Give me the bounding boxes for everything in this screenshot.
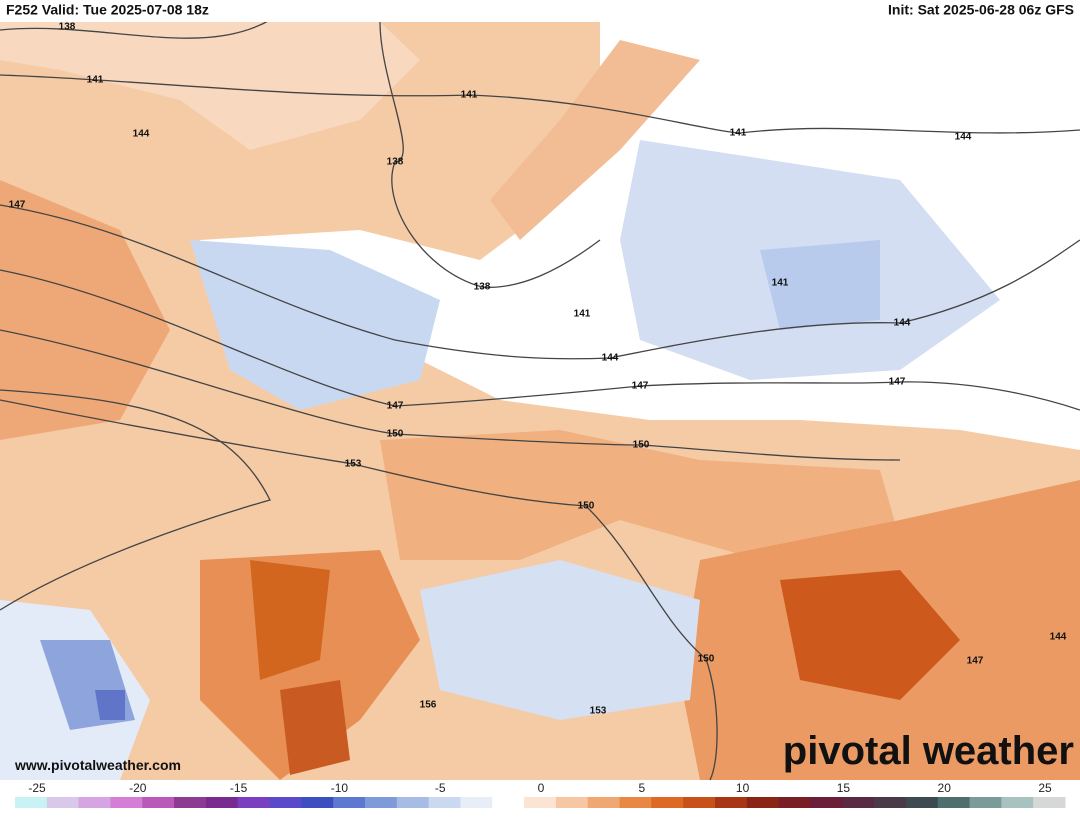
- header-bar: [0, 0, 1080, 22]
- contour-label: 141: [772, 278, 789, 289]
- isobars: [0, 19, 1080, 781]
- colorbar-swatch: [174, 797, 207, 808]
- colorbar-tick-label: 0: [538, 781, 545, 795]
- contour-labels: 138 141 141 144 138 141 144 147 138 141 …: [9, 22, 1067, 717]
- colorbar-swatch: [810, 797, 843, 808]
- colorbar-swatch: [110, 797, 143, 808]
- colorbar-tick-label: 10: [736, 781, 750, 795]
- colorbar-tick-label: 5: [638, 781, 645, 795]
- contour-label: 150: [698, 654, 715, 665]
- contour-label: 144: [602, 353, 619, 364]
- contour-label: 147: [387, 401, 404, 412]
- colorbar-swatch: [778, 797, 811, 808]
- colorbar-swatch: [874, 797, 907, 808]
- logo: pivotal weather: [783, 729, 1074, 773]
- contour-label: 150: [578, 501, 595, 512]
- colorbar-swatch: [46, 797, 80, 808]
- colorbar-tick-label: 25: [1038, 781, 1052, 795]
- colorbar-swatch: [78, 797, 111, 808]
- colorbar-swatch: [683, 797, 716, 808]
- contour-label: 141: [461, 90, 478, 101]
- colorbar-swatch: [15, 797, 48, 808]
- contour-label: 138: [387, 157, 404, 168]
- colorbar-swatch: [715, 797, 748, 808]
- colorbar-swatch: [842, 797, 875, 808]
- colorbar-swatch: [460, 797, 493, 808]
- colorbar-swatch: [1033, 797, 1066, 808]
- colorbar-swatch: [1001, 797, 1034, 808]
- colorbar-tick-label: -10: [331, 781, 349, 795]
- contour-label: 153: [345, 459, 362, 470]
- colorbar-tick-label: -20: [129, 781, 147, 795]
- contour-label: 144: [894, 318, 911, 329]
- colorbar-swatch: [333, 797, 366, 808]
- colorbar: -25 -20 -15 -10 -5 0 5 10 15 20 25: [15, 781, 1066, 808]
- colorbar-swatch: [746, 797, 780, 808]
- colorbar-swatch: [237, 797, 271, 808]
- header-valid: F252 Valid: Tue 2025-07-08 18z: [6, 2, 209, 18]
- contour-label: 147: [967, 656, 984, 667]
- colorbar-tick-label: -5: [435, 781, 446, 795]
- contour-label: 144: [133, 129, 150, 140]
- contour-label: 150: [633, 440, 650, 451]
- colorbar-swatch: [937, 797, 971, 808]
- colorbar-swatch: [301, 797, 334, 808]
- colorbar-tick-label: 15: [837, 781, 851, 795]
- contour-label: 147: [889, 377, 906, 388]
- contour-label: 150: [387, 429, 404, 440]
- colorbar-swatch: [428, 797, 461, 808]
- colorbar-swatch: [142, 797, 175, 808]
- contour-label: 144: [955, 132, 972, 143]
- colorbar-swatch: [205, 797, 239, 808]
- contour-label: 138: [59, 22, 76, 33]
- colorbar-swatch: [619, 797, 652, 808]
- contour-label: 153: [590, 706, 607, 717]
- colorbar-swatch: [492, 797, 525, 808]
- colorbar-swatch: [524, 797, 557, 808]
- contour-label: 144: [1050, 632, 1067, 643]
- header-init: Init: Sat 2025-06-28 06z GFS: [888, 2, 1074, 18]
- map: [0, 22, 1080, 780]
- contour-label: 147: [9, 200, 26, 211]
- colorbar-swatch: [555, 797, 589, 808]
- colorbar-swatch: [396, 797, 430, 808]
- colorbar-tick-label: 20: [938, 781, 952, 795]
- watermark: www.pivotalweather.com: [14, 757, 181, 773]
- contour-label: 141: [87, 75, 104, 86]
- colorbar-tick-label: -15: [230, 781, 248, 795]
- contour-label: 147: [632, 381, 649, 392]
- colorbar-swatch: [269, 797, 302, 808]
- contour-label: 141: [574, 309, 591, 320]
- colorbar-swatch: [969, 797, 1002, 808]
- contour-label: 156: [420, 700, 437, 711]
- contour-label: 138: [474, 282, 491, 293]
- contour-label: 141: [730, 128, 747, 139]
- colorbar-swatch: [365, 797, 398, 808]
- colorbar-swatch: [587, 797, 621, 808]
- colorbar-tick-label: -25: [28, 781, 46, 795]
- colorbar-swatch: [905, 797, 939, 808]
- colorbar-swatch: [651, 797, 684, 808]
